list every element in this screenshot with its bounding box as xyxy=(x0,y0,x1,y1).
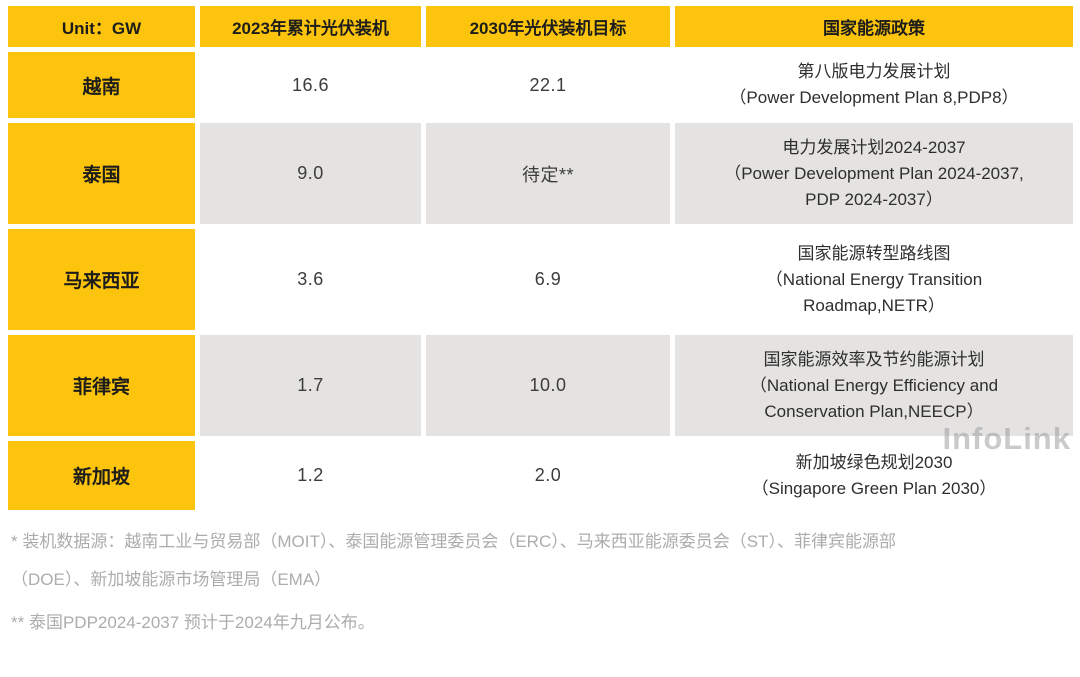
row-singapore-installed-2023: 1.2 xyxy=(200,441,421,510)
row-philippines-target-2030: 10.0 xyxy=(426,335,670,436)
policy-line: （Power Development Plan 8,PDP8） xyxy=(729,88,1019,107)
row-malaysia-target-2030: 6.9 xyxy=(426,229,670,330)
row-thailand-target-2030: 待定** xyxy=(426,123,670,224)
row-singapore-policy: 新加坡绿色规划2030 （Singapore Green Plan 2030） xyxy=(675,441,1073,510)
policy-line: （Singapore Green Plan 2030） xyxy=(751,478,997,498)
policy-line: 国家能源效率及节约能源计划 xyxy=(763,349,985,369)
policy-line: 电力发展计划2024-2037 xyxy=(782,137,966,157)
header-policy: 国家能源政策 xyxy=(675,6,1073,47)
row-philippines-installed-2023: 1.7 xyxy=(200,335,421,436)
row-singapore-target-2030: 2.0 xyxy=(426,441,670,510)
solar-policy-table: Unit：GW 2023年累计光伏装机 2030年光伏装机目标 国家能源政策 越… xyxy=(8,6,1073,510)
row-thailand-country: 泰国 xyxy=(8,123,195,224)
row-singapore-country: 新加坡 xyxy=(8,441,195,510)
policy-line: 国家能源转型路线图 xyxy=(797,243,951,263)
footnotes: * 装机数据源：越南工业与贸易部（MOIT）、泰国能源管理委员会（ERC）、马来… xyxy=(11,523,1073,642)
header-unit: Unit：GW xyxy=(8,6,195,47)
row-vietnam-installed-2023: 16.6 xyxy=(200,52,421,118)
policy-line: （Power Development Plan 2024-2037, xyxy=(724,163,1024,183)
header-installed-2023: 2023年累计光伏装机 xyxy=(200,6,421,47)
header-target-2030: 2030年光伏装机目标 xyxy=(426,6,670,47)
policy-line: （National Energy Efficiency and xyxy=(749,375,999,395)
row-vietnam-policy: 第八版电力发展计划 （Power Development Plan 8,PDP8… xyxy=(675,52,1073,118)
row-vietnam-country: 越南 xyxy=(8,52,195,118)
footnote-thailand-pdp: ** 泰国PDP2024-2037 预计于2024年九月公布。 xyxy=(11,613,375,632)
row-philippines-policy: 国家能源效率及节约能源计划 （National Energy Efficienc… xyxy=(675,335,1073,436)
row-malaysia-country: 马来西亚 xyxy=(8,229,195,330)
policy-line: Conservation Plan,NEECP） xyxy=(764,401,984,421)
row-thailand-policy: 电力发展计划2024-2037 （Power Development Plan … xyxy=(675,123,1073,224)
policy-line: 第八版电力发展计划 xyxy=(797,62,951,81)
footnote-sources-line-2: （DOE）、新加坡能源市场管理局（EMA） xyxy=(11,570,332,589)
row-malaysia-policy: 国家能源转型路线图 （National Energy Transition Ro… xyxy=(675,229,1073,330)
row-vietnam-target-2030: 22.1 xyxy=(426,52,670,118)
row-malaysia-installed-2023: 3.6 xyxy=(200,229,421,330)
row-philippines-country: 菲律宾 xyxy=(8,335,195,436)
policy-line: PDP 2024-2037） xyxy=(805,189,943,209)
row-thailand-installed-2023: 9.0 xyxy=(200,123,421,224)
infolink-watermark: InfoLink xyxy=(942,421,1071,456)
policy-line: Roadmap,NETR） xyxy=(803,295,945,315)
policy-line: （National Energy Transition xyxy=(765,269,983,289)
footnote-sources-line-1: * 装机数据源：越南工业与贸易部（MOIT）、泰国能源管理委员会（ERC）、马来… xyxy=(11,532,896,551)
policy-line: 新加坡绿色规划2030 xyxy=(795,452,953,472)
